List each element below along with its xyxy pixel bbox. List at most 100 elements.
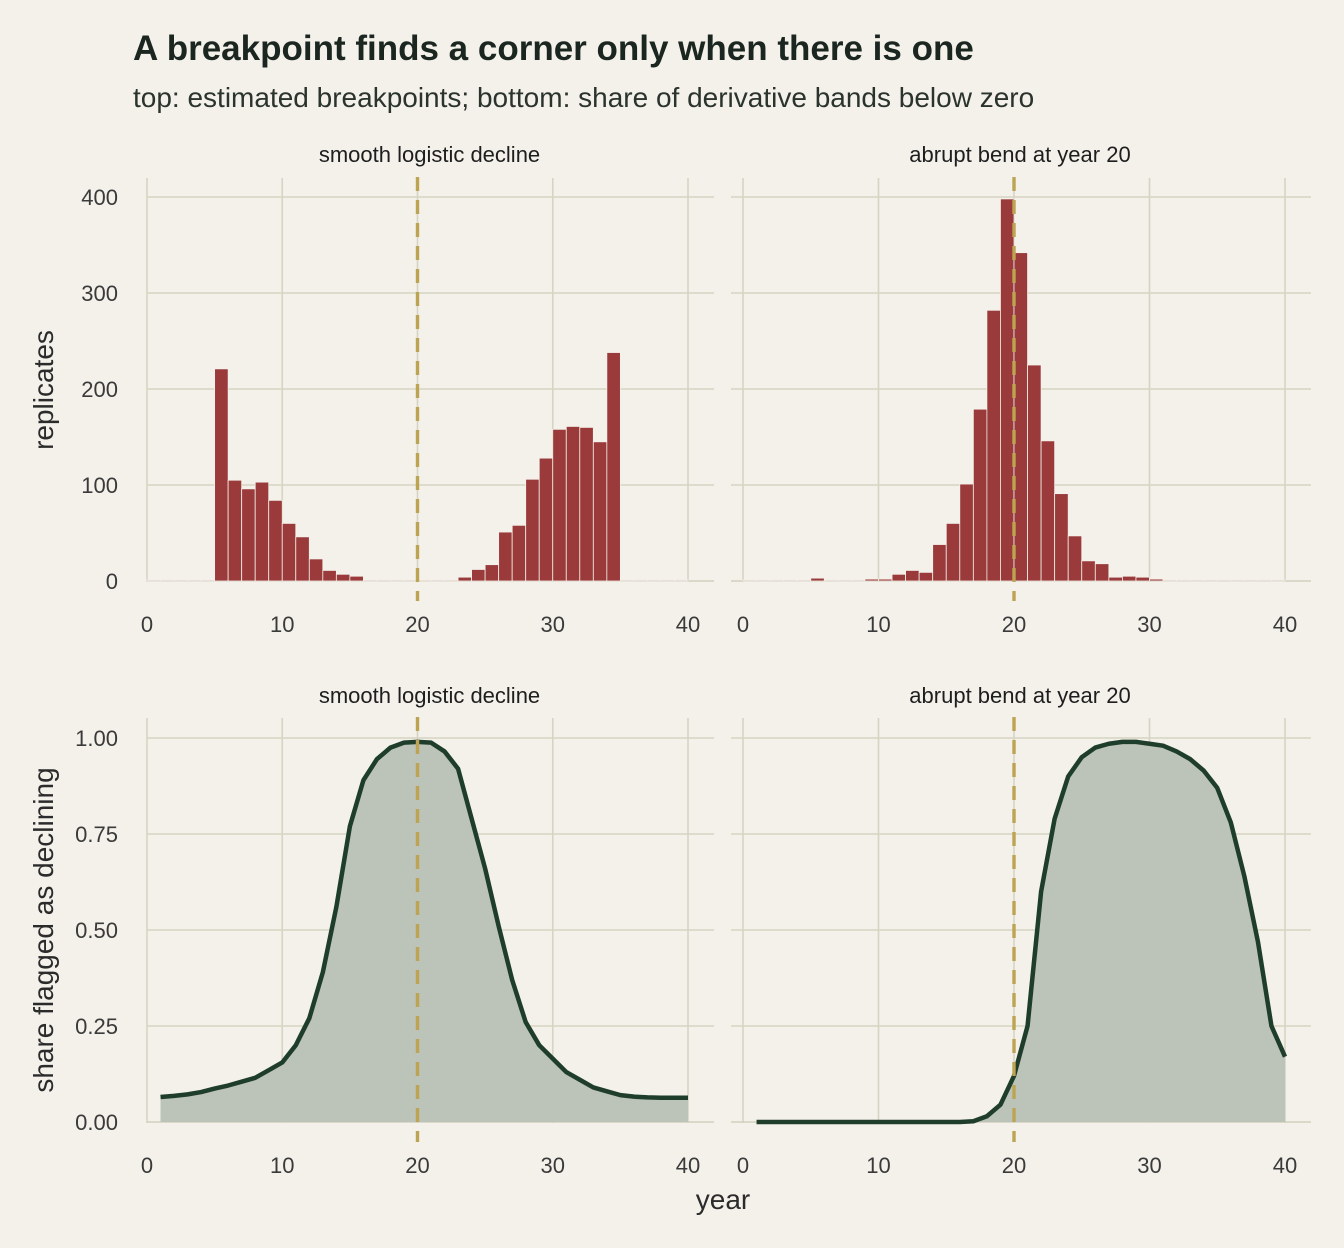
y-tick-label: 0.25: [75, 1014, 118, 1039]
histogram-bar: [1000, 198, 1015, 582]
histogram-bar: [756, 579, 771, 582]
x-tick-label: 0: [141, 612, 153, 637]
histogram-bar: [932, 544, 947, 582]
histogram-bar: [905, 570, 920, 582]
histogram-bar: [227, 479, 243, 582]
histogram-bar: [295, 536, 310, 582]
facet-label: abrupt bend at year 20: [909, 683, 1130, 708]
histogram-bar: [498, 531, 513, 582]
chart-subtitle: top: estimated breakpoints; bottom: shar…: [133, 82, 1034, 113]
x-tick-label: 0: [141, 1153, 153, 1178]
histogram-bar: [1162, 579, 1178, 582]
x-tick-label: 20: [405, 1153, 429, 1178]
area-fill: [160, 741, 688, 1122]
histogram-bar: [972, 408, 988, 582]
x-tick-label: 40: [1273, 612, 1297, 637]
area-fill: [756, 741, 1285, 1122]
histogram-bar: [268, 499, 283, 582]
histogram-bar: [525, 478, 540, 582]
y-tick-label: 0.00: [75, 1110, 118, 1135]
histogram-bar: [592, 441, 608, 582]
histogram-bar: [1216, 579, 1232, 582]
histogram-bar: [796, 579, 812, 582]
facet-label: smooth logistic decline: [319, 683, 540, 708]
histogram-bar: [851, 579, 866, 582]
histogram-bar: [579, 426, 594, 582]
histogram-bar: [633, 579, 648, 582]
histogram-bar: [837, 579, 852, 582]
histogram-bar: [173, 579, 188, 582]
histogram-bar: [959, 483, 974, 582]
histogram-bar: [146, 579, 161, 582]
histogram-bar: [417, 579, 432, 582]
panel-top-right: abrupt bend at year 20 0 10 20 30 40: [731, 142, 1311, 637]
histogram-bar: [1013, 252, 1028, 582]
histogram-bar: [783, 579, 798, 582]
histogram-bar: [214, 368, 229, 582]
histogram-bar: [1230, 579, 1245, 582]
histogram-bar: [160, 579, 175, 582]
histogram-bar: [565, 426, 581, 582]
histogram-bar: [390, 579, 405, 582]
histogram-bar: [349, 575, 364, 582]
histogram-bar: [918, 571, 934, 582]
x-tick-label: 40: [676, 612, 700, 637]
histogram-bar: [403, 579, 418, 582]
histogram-bar: [200, 579, 216, 582]
histogram-bar: [1257, 579, 1272, 582]
x-tick-label: 20: [1002, 1153, 1026, 1178]
y-tick-label: 0.50: [75, 918, 118, 943]
histogram-bar: [187, 579, 202, 582]
histogram-bar: [823, 579, 839, 582]
x-tick-label: 10: [866, 612, 890, 637]
histogram-bar: [660, 579, 675, 582]
x-tick-label: 0: [737, 1153, 749, 1178]
x-tick-label: 10: [270, 1153, 294, 1178]
histogram-bar: [552, 428, 567, 582]
x-tick-label: 30: [1137, 612, 1161, 637]
y-tick-label: 1.00: [75, 726, 118, 751]
histogram-bar: [1094, 563, 1110, 582]
histogram-bar: [1054, 493, 1069, 582]
histogram-bar: [376, 579, 391, 582]
histogram-bar: [1176, 579, 1191, 582]
x-tick-label: 10: [270, 612, 294, 637]
x-tick-label: 0: [737, 612, 749, 637]
x-tick-label: 30: [541, 612, 565, 637]
histogram-bar: [986, 309, 1001, 582]
histogram-bar: [1243, 579, 1259, 582]
x-tick-label: 40: [676, 1153, 700, 1178]
y-axis-label-bottom: share flagged as declining: [28, 767, 59, 1092]
histogram-bar: [471, 569, 486, 582]
y-tick-label: 400: [81, 185, 118, 210]
histogram-bar: [619, 579, 635, 582]
histogram-bar: [511, 524, 527, 582]
histogram-bar: [1203, 579, 1218, 582]
histogram-bar: [606, 352, 621, 582]
histogram-bar: [1027, 364, 1042, 582]
chart-title: A breakpoint finds a corner only when th…: [133, 29, 974, 68]
histogram-bar: [1149, 578, 1164, 582]
histogram-bar: [1271, 579, 1286, 582]
histogram-bar: [308, 558, 324, 582]
histogram-bar: [484, 564, 500, 582]
y-tick-label: 0.75: [75, 822, 118, 847]
histogram-bar: [1040, 440, 1056, 582]
histogram-bar: [281, 523, 297, 582]
x-tick-label: 20: [405, 612, 429, 637]
series-line: [756, 739, 1288, 1125]
histogram-bar: [254, 481, 270, 582]
x-tick-label: 30: [541, 1153, 565, 1178]
histogram-bar: [1189, 579, 1205, 582]
histogram-bar: [444, 579, 459, 582]
y-axis-label-top: replicates: [28, 330, 59, 450]
facet-label: abrupt bend at year 20: [909, 142, 1130, 167]
x-tick-label: 10: [866, 1153, 890, 1178]
histogram-bar: [891, 573, 906, 582]
histogram-bar: [457, 576, 473, 582]
histogram-bar: [674, 579, 689, 582]
histogram-bar: [1122, 575, 1137, 582]
